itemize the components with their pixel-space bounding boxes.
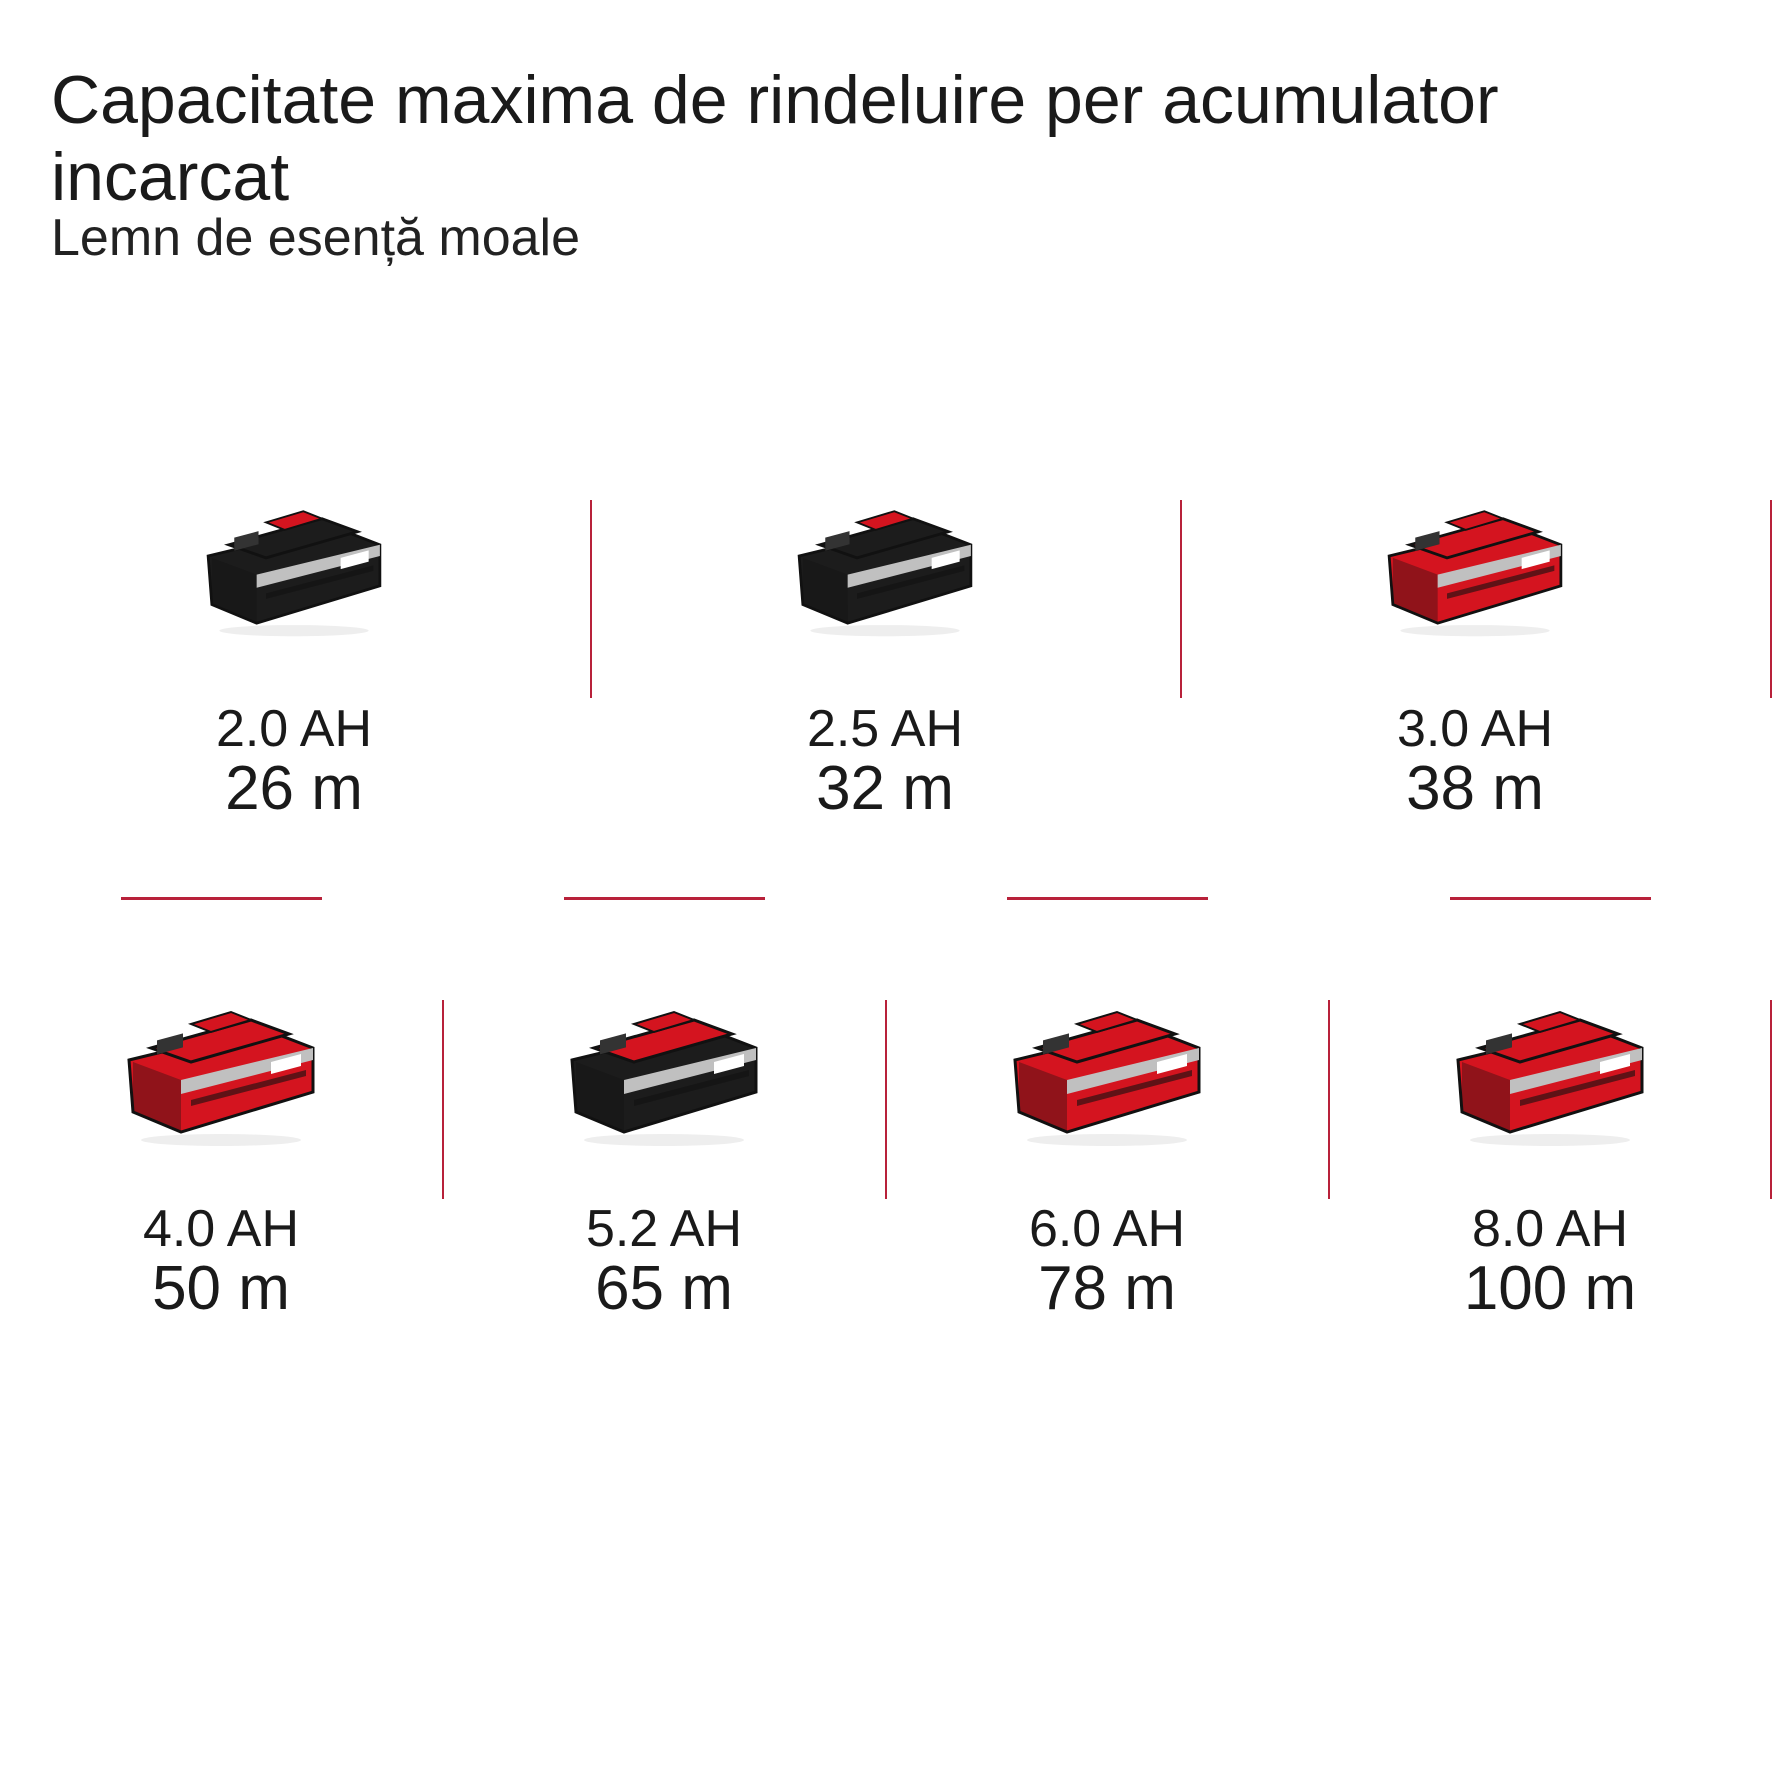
- battery-capacity: 5.2 AH: [585, 1200, 743, 1258]
- battery-pack-icon: [127, 1010, 315, 1146]
- planing-length: 26 m: [225, 754, 363, 823]
- battery-pack-icon: [797, 510, 973, 637]
- battery-item: 2.0 AH 26 m: [144, 500, 444, 820]
- divider: [1770, 500, 1772, 698]
- divider: [442, 1000, 444, 1199]
- battery-pack-icon: [1387, 510, 1563, 637]
- divider: [1180, 500, 1182, 698]
- battery-item: 8.0 AH 100 m: [1400, 995, 1700, 1320]
- planing-length: 65 m: [595, 1254, 733, 1323]
- battery-pack-icon: [570, 1010, 758, 1146]
- battery-capacity: 6.0 AH: [1028, 1200, 1186, 1258]
- battery-pack-icon: [1456, 1010, 1644, 1146]
- battery-capacity: 3.0 AH: [1396, 700, 1554, 758]
- battery-item: 3.0 AH 38 m: [1325, 500, 1625, 820]
- divider: [1007, 897, 1208, 900]
- planing-length: 32 m: [816, 754, 954, 823]
- battery-capacity: 4.0 AH: [142, 1200, 300, 1258]
- divider: [590, 500, 592, 698]
- divider: [564, 897, 765, 900]
- battery-capacity: 2.5 AH: [806, 700, 964, 758]
- battery-item: 6.0 AH 78 m: [957, 995, 1257, 1320]
- planing-length: 78 m: [1038, 1254, 1176, 1323]
- page-title: Capacitate maxima de rindeluire per acum…: [51, 62, 1499, 215]
- battery-item: 2.5 AH 32 m: [735, 500, 1035, 820]
- divider: [885, 1000, 887, 1199]
- battery-item: 4.0 AH 50 m: [71, 995, 371, 1320]
- battery-pack-icon: [206, 510, 382, 637]
- divider: [1450, 897, 1651, 900]
- battery-capacity: 2.0 AH: [215, 700, 373, 758]
- divider: [121, 897, 322, 900]
- planing-length: 50 m: [152, 1254, 290, 1323]
- planing-length: 100 m: [1463, 1254, 1637, 1323]
- page-subtitle: Lemn de esență moale: [51, 209, 581, 267]
- divider: [1328, 1000, 1330, 1199]
- battery-pack-icon: [1013, 1010, 1201, 1146]
- planing-length: 38 m: [1406, 754, 1544, 823]
- battery-capacity: 8.0 AH: [1471, 1200, 1629, 1258]
- battery-item: 5.2 AH 65 m: [514, 995, 814, 1320]
- divider: [1770, 1000, 1772, 1199]
